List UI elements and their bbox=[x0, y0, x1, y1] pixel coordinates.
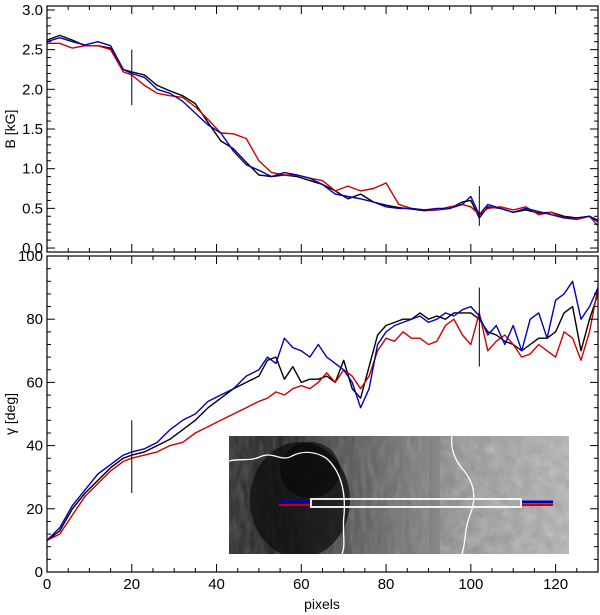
x-tick-label: 100 bbox=[458, 576, 483, 593]
inclination-y-tick-label: 0 bbox=[35, 564, 43, 581]
magnetic-field-y-tick-label: 1.5 bbox=[22, 121, 43, 138]
magnetic-field-y-tick-label: 3.0 bbox=[22, 2, 43, 19]
magnetic-field-panel: 0.0 0.5 1.0 1.5 2.0 2.5 3.0 B [kG] bbox=[2, 2, 599, 257]
inclination-series-line-2 bbox=[47, 287, 598, 542]
magnetic-field-y-tick-label: 2.0 bbox=[22, 81, 43, 98]
magnetic-field-ticks: 0.0 0.5 1.0 1.5 2.0 2.5 3.0 bbox=[22, 2, 599, 257]
magnetic-field-y-axis-label: B [kG] bbox=[2, 110, 18, 149]
x-tick-label: 80 bbox=[378, 576, 395, 593]
sunspot-inset-image bbox=[229, 436, 569, 554]
inclination-y-tick-label: 20 bbox=[26, 501, 43, 518]
magnetic-field-y-tick-label: 0.0 bbox=[22, 240, 43, 257]
magnetic-field-series-line-1 bbox=[47, 34, 598, 221]
inclination-markers bbox=[131, 287, 480, 493]
inclination-y-tick-label: 100 bbox=[18, 248, 43, 265]
magnetic-field-series-line-2 bbox=[47, 42, 598, 227]
magnetic-field-plot-frame bbox=[46, 5, 599, 253]
x-tick-label: 120 bbox=[543, 576, 568, 593]
x-axis-label: pixels bbox=[304, 596, 340, 612]
magnetic-field-markers bbox=[131, 49, 480, 226]
inclination-panel: 0 20 40 60 80 100 120 0 20 40 60 80 100 γ [deg] pixe… bbox=[2, 248, 599, 612]
x-tick-label: 40 bbox=[208, 576, 225, 593]
magnetic-field-y-tick-label: 2.5 bbox=[22, 42, 43, 59]
inclination-series bbox=[47, 280, 598, 542]
inclination-series-line-3 bbox=[47, 280, 598, 541]
inclination-y-tick-label: 80 bbox=[26, 311, 43, 328]
magnetic-field-series bbox=[47, 34, 598, 227]
magnetic-field-y-tick-label: 0.5 bbox=[22, 200, 43, 217]
magnetic-field-y-tick-label: 1.0 bbox=[22, 161, 43, 178]
x-tick-label: 20 bbox=[123, 576, 140, 593]
inclination-y-axis-label: γ [deg] bbox=[2, 393, 18, 435]
inclination-y-tick-label: 60 bbox=[26, 374, 43, 391]
inclination-ticks: 0 20 40 60 80 100 120 0 20 40 60 80 100 bbox=[18, 248, 599, 593]
x-tick-label: 0 bbox=[43, 576, 51, 593]
x-tick-label: 60 bbox=[293, 576, 310, 593]
inclination-y-tick-label: 40 bbox=[26, 438, 43, 455]
magnetic-field-series-line-3 bbox=[47, 37, 598, 223]
